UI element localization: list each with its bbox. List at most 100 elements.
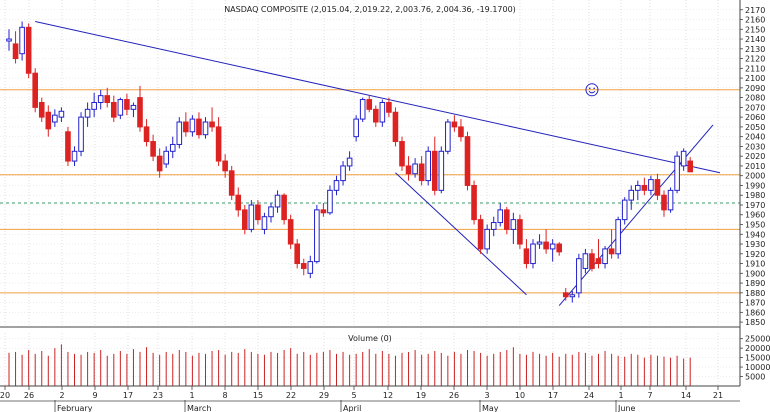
candle-body bbox=[32, 72, 39, 108]
candle-body bbox=[431, 150, 438, 191]
reference-lines bbox=[0, 89, 740, 294]
candle-body bbox=[189, 118, 196, 133]
candle-body bbox=[196, 118, 202, 136]
candle-body bbox=[156, 155, 163, 172]
candle-body bbox=[340, 165, 346, 182]
candle-body bbox=[202, 121, 209, 136]
date-tick-label: 21 bbox=[713, 391, 723, 400]
candle-body bbox=[353, 118, 359, 138]
candle-body bbox=[143, 126, 150, 143]
candle-body bbox=[52, 114, 58, 123]
date-tick-label: 20 bbox=[0, 391, 10, 400]
volume-label: Volume (0) bbox=[348, 334, 392, 343]
date-tick-label: 17 bbox=[123, 391, 133, 400]
price-tick-label: 2010 bbox=[745, 162, 765, 171]
price-tick-label: 2020 bbox=[745, 152, 765, 161]
candle-body bbox=[25, 26, 32, 74]
candle-body bbox=[392, 111, 399, 143]
price-tick-label: 1860 bbox=[745, 308, 765, 317]
price-axis: 1850186018701880189019001910192019301940… bbox=[740, 6, 765, 327]
grid-lines bbox=[0, 0, 740, 386]
date-tick-label: 29 bbox=[319, 391, 329, 400]
month-axis: February March April May June bbox=[54, 400, 636, 412]
candle-body bbox=[307, 261, 314, 274]
date-tick-label: 24 bbox=[584, 391, 594, 400]
candle-body bbox=[215, 126, 222, 162]
price-tick-label: 2080 bbox=[745, 94, 765, 103]
candle-body bbox=[281, 194, 287, 221]
candle-body bbox=[674, 155, 680, 191]
candle-body bbox=[78, 116, 84, 152]
price-tick-label: 1930 bbox=[745, 240, 765, 249]
candle-body bbox=[12, 43, 19, 60]
price-tick-label: 1910 bbox=[745, 260, 765, 269]
candle-body bbox=[510, 219, 517, 230]
candle-body bbox=[661, 194, 667, 211]
month-label: April bbox=[343, 404, 361, 412]
price-tick-label: 1870 bbox=[745, 299, 765, 308]
candle-body bbox=[163, 150, 169, 165]
smiley-face bbox=[585, 83, 599, 97]
candle-body bbox=[58, 110, 65, 118]
date-tick-label: 8 bbox=[222, 391, 227, 400]
price-tick-label: 2110 bbox=[745, 64, 765, 73]
candle-body bbox=[19, 26, 25, 55]
candle-body bbox=[471, 184, 477, 221]
candle-body bbox=[621, 199, 628, 221]
price-tick-label: 1990 bbox=[745, 181, 765, 190]
candle-body bbox=[438, 150, 445, 191]
date-tick-label: 19 bbox=[416, 391, 426, 400]
candle-body bbox=[556, 243, 563, 253]
date-tick-label: 26 bbox=[449, 391, 459, 400]
volume-tick-label: 20000 bbox=[745, 344, 770, 353]
candle-body bbox=[412, 163, 418, 175]
candle-body bbox=[97, 95, 104, 103]
date-tick-label: 3 bbox=[484, 391, 489, 400]
chart-title: NASDAQ COMPOSITE (2,015.04, 2,019.22, 2,… bbox=[224, 5, 516, 14]
price-tick-label: 2030 bbox=[745, 142, 765, 151]
date-tick-label: 1 bbox=[618, 391, 623, 400]
date-tick-label: 26 bbox=[24, 391, 34, 400]
candle-body bbox=[654, 179, 661, 196]
candle-body bbox=[183, 121, 189, 133]
price-tick-label: 1950 bbox=[745, 221, 765, 230]
candle-body bbox=[589, 253, 595, 269]
month-label: May bbox=[482, 404, 499, 412]
candle-body bbox=[294, 243, 300, 265]
smiley-mouth bbox=[588, 90, 596, 94]
candle-body bbox=[628, 189, 635, 201]
candlesticks bbox=[6, 21, 694, 303]
candle-body bbox=[418, 163, 425, 182]
candle-body bbox=[255, 204, 261, 221]
candle-body bbox=[451, 121, 458, 128]
candle-body bbox=[314, 209, 320, 263]
candle-body bbox=[504, 209, 510, 230]
candle-body bbox=[117, 99, 124, 116]
candle-body bbox=[320, 209, 327, 214]
candle-body bbox=[641, 184, 648, 191]
candle-body bbox=[124, 99, 130, 110]
candle-body bbox=[91, 101, 97, 110]
date-tick-label: 14 bbox=[681, 391, 691, 400]
candle-body bbox=[445, 121, 451, 152]
candle-body bbox=[65, 131, 71, 162]
price-tick-label: 1980 bbox=[745, 191, 765, 200]
candle-body bbox=[405, 165, 412, 175]
candle-body bbox=[169, 143, 176, 152]
price-tick-label: 2120 bbox=[745, 55, 765, 64]
date-tick-label: 10 bbox=[515, 391, 525, 400]
volume-tick-label: 5000 bbox=[745, 373, 765, 382]
date-tick-label: 17 bbox=[548, 391, 558, 400]
candle-body bbox=[667, 189, 674, 211]
candle-body bbox=[235, 194, 242, 211]
candle-body bbox=[373, 108, 379, 123]
candle-body bbox=[111, 101, 117, 118]
candle-body bbox=[477, 219, 484, 250]
candle-body bbox=[530, 243, 536, 265]
price-tick-label: 2140 bbox=[745, 35, 765, 44]
candle-body bbox=[648, 179, 654, 191]
smiley-eye bbox=[588, 87, 591, 90]
